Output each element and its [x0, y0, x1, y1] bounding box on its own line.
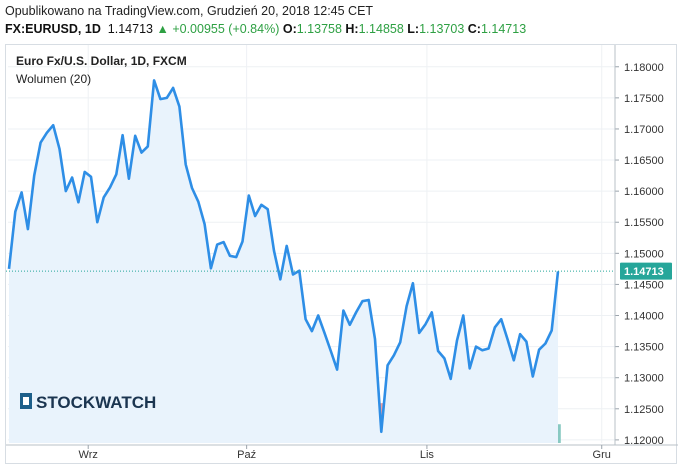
- price-tag-text: 1.14713: [624, 266, 664, 278]
- chart-symbol-label: Euro Fx/U.S. Dollar, 1D, FXCM: [16, 54, 187, 68]
- y-axis-ticks: 1.18000 1.17500 1.17000 1.16500 1.16000 1.155…: [6, 45, 678, 447]
- y-tick-label: 1.14500: [624, 279, 664, 291]
- high-label: H:: [345, 22, 359, 36]
- y-tick-label: 1.14000: [624, 311, 664, 323]
- x-axis-ticks: WrzPaźLisGru2019: [79, 445, 611, 461]
- stockwatch-logo: STOCKWATCH: [20, 393, 156, 412]
- volume-label: Wolumen (20): [16, 72, 92, 86]
- price-line: [7, 79, 560, 434]
- low-value: 1.13703: [419, 22, 465, 36]
- x-tick-label: Lis: [420, 449, 435, 461]
- watermark-text: STOCKWATCH: [36, 393, 156, 412]
- change-value: +0.00955 (+0.84%): [172, 22, 280, 36]
- x-tick-label: Paź: [237, 449, 256, 461]
- high-value: 1.14858: [358, 22, 404, 36]
- up-arrow-icon: ▲: [156, 22, 169, 36]
- close-label: C:: [467, 22, 481, 36]
- y-tick-label: 1.15500: [624, 217, 664, 229]
- y-tick-label: 1.16000: [624, 186, 664, 198]
- last-price: 1.14713: [107, 22, 153, 36]
- y-tick-label: 1.17000: [624, 124, 664, 136]
- open-value: 1.13758: [296, 22, 342, 36]
- y-tick-label: 1.18000: [624, 62, 664, 74]
- price-chart[interactable]: 1.18000 1.17500 1.17000 1.16500 1.16000 1.155…: [6, 45, 678, 465]
- quote-line: FX:EURUSD, 1D 1.14713 ▲ +0.00955 (+0.84%…: [5, 22, 526, 36]
- y-tick-label: 1.17500: [624, 93, 664, 105]
- y-tick-label: 1.13500: [624, 342, 664, 354]
- low-label: L:: [407, 22, 420, 36]
- y-tick-label: 1.13000: [624, 373, 664, 385]
- y-tick-label: 1.12500: [624, 404, 664, 416]
- y-tick-label: 1.12000: [624, 435, 664, 447]
- x-tick-label: Gru: [593, 449, 611, 461]
- close-value: 1.14713: [480, 22, 527, 36]
- symbol-label: FX:EURUSD, 1D: [5, 22, 101, 36]
- y-tick-label: 1.16500: [624, 155, 664, 167]
- chart-frame[interactable]: 1.18000 1.17500 1.17000 1.16500 1.16000 1.155…: [5, 44, 678, 465]
- y-tick-label: 1.15000: [624, 248, 664, 260]
- price-area: [9, 80, 558, 444]
- volume-bar: [555, 424, 561, 443]
- x-tick-label: Wrz: [79, 449, 98, 461]
- published-caption: Opublikowano na TradingView.com, Grudzie…: [5, 4, 374, 18]
- open-label: O:: [282, 22, 297, 36]
- last-price-tag: 1.14713: [620, 262, 672, 280]
